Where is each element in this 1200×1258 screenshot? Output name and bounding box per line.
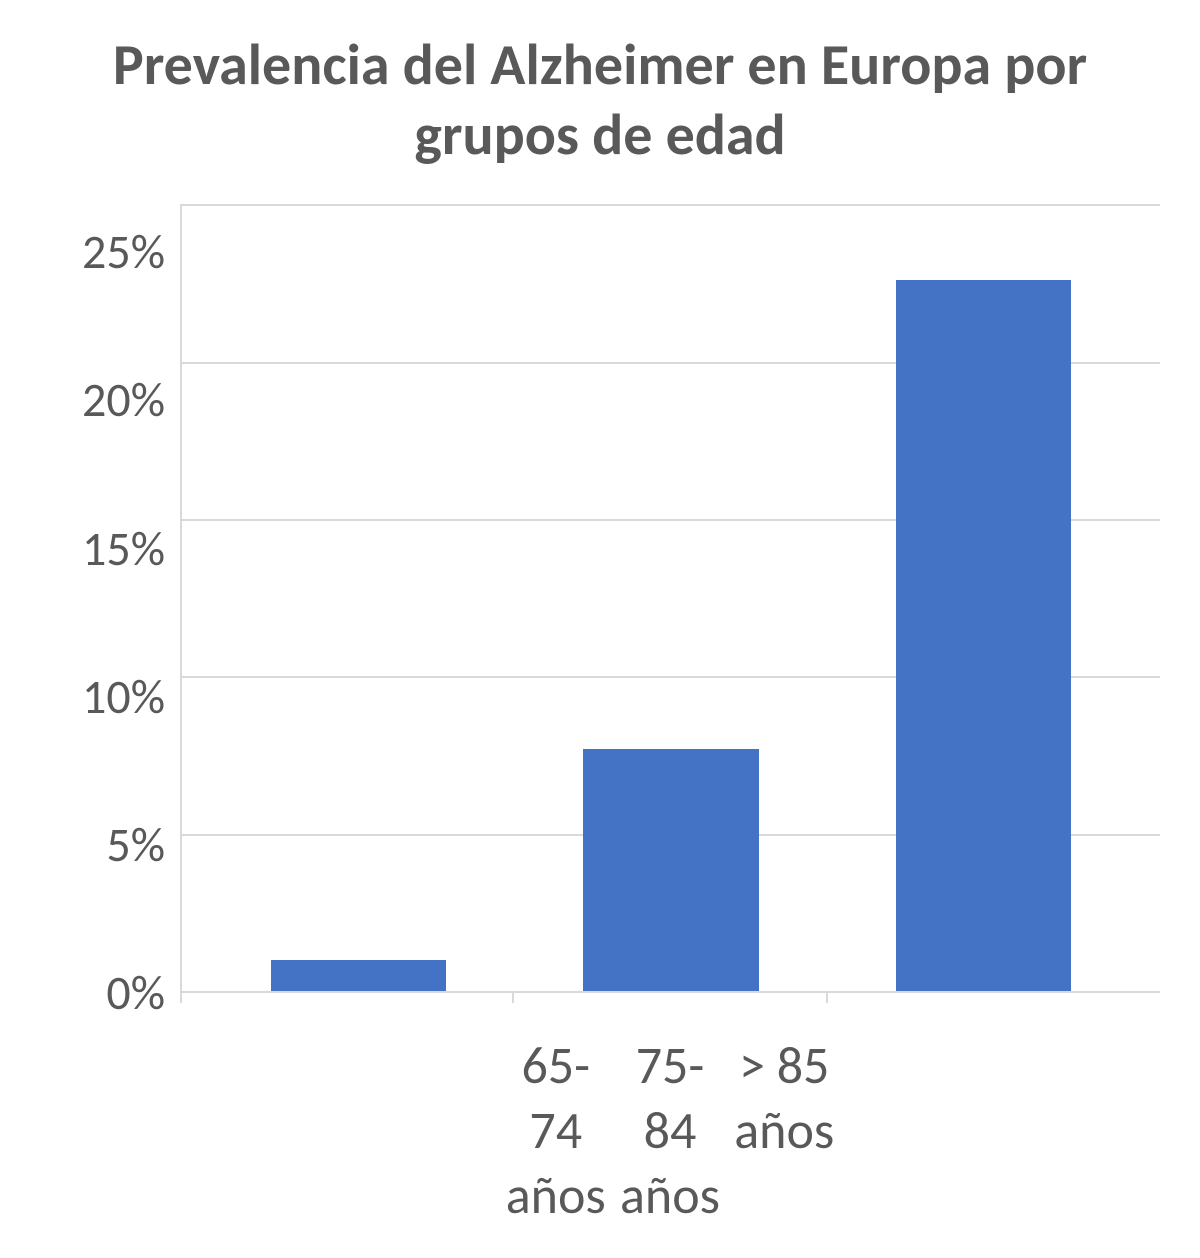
plot-area bbox=[180, 204, 1160, 993]
y-tick-label: 5% bbox=[40, 821, 165, 869]
bar-85-plus bbox=[896, 280, 1071, 991]
x-tick-label: 65-74 años bbox=[499, 1033, 613, 1228]
bar-slot bbox=[515, 204, 828, 991]
bar-slot bbox=[202, 204, 515, 991]
x-axis-spacer bbox=[339, 1033, 479, 1228]
x-tick-label: 75-84 años bbox=[613, 1033, 727, 1228]
bar-slot bbox=[827, 204, 1140, 991]
x-labels: 65-74 años 75-84 años > 85 años bbox=[479, 1033, 862, 1228]
chart-title: Prevalencia del Alzheimer en Europa por … bbox=[40, 30, 1160, 169]
bars-area bbox=[182, 204, 1160, 991]
y-tick-label: 0% bbox=[40, 969, 165, 1017]
chart-container: 25% 20% 15% 10% 5% 0% bbox=[40, 204, 1160, 993]
bar-65-74 bbox=[271, 960, 446, 991]
y-tick-label: 10% bbox=[40, 673, 165, 721]
x-tick-marks bbox=[180, 991, 1160, 1003]
y-tick-label: 15% bbox=[40, 525, 165, 573]
x-tick-label: > 85 años bbox=[727, 1033, 841, 1228]
bar-75-84 bbox=[583, 749, 758, 991]
y-tick-label: 25% bbox=[40, 228, 165, 276]
y-axis: 25% 20% 15% 10% 5% 0% bbox=[40, 204, 180, 993]
x-axis: 65-74 años 75-84 años > 85 años bbox=[339, 993, 862, 1228]
y-tick-label: 20% bbox=[40, 376, 165, 424]
